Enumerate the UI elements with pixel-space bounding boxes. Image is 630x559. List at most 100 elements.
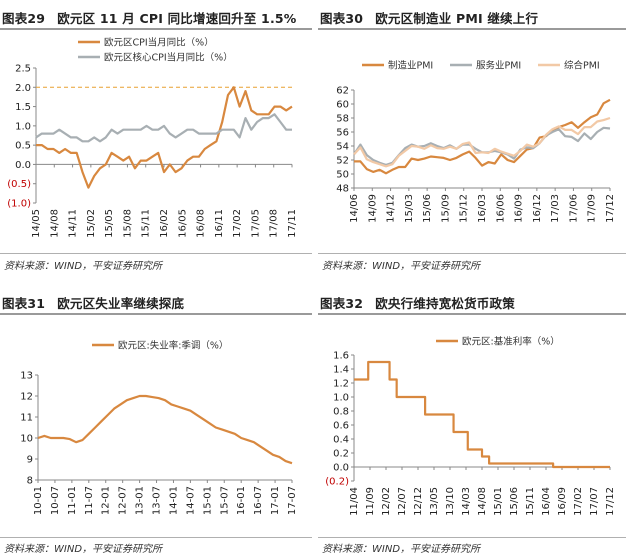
source-divider (0, 537, 312, 538)
x-tick-label: 14-01 (168, 486, 179, 515)
x-tick-label: 17/06 (568, 194, 579, 223)
x-tick-label: 14/06 (349, 194, 360, 223)
x-tick-label: 17/02 (232, 209, 243, 238)
x-tick-label: 11-07 (84, 486, 95, 515)
y-tick-label: 10 (20, 434, 33, 445)
panel-title: 图表29 欧元区 11 月 CPI 同比增速回升至 1.5% (2, 8, 297, 27)
x-tick-label: 15/08 (122, 209, 133, 238)
panel-title: 图表30 欧元区制造业 PMI 继续上行 (320, 8, 538, 27)
y-tick-label: 11 (20, 413, 33, 424)
x-tick-label: 13/10 (445, 487, 456, 516)
y-tick-label: 0.0 (333, 463, 349, 474)
x-tick-label: 17/09 (587, 194, 598, 223)
source-note: 资料来源：WIND，平安证券研究所 (322, 261, 481, 272)
x-tick-label: 17/11 (287, 209, 298, 238)
x-tick-label: 12/02 (381, 487, 392, 516)
y-tick-label: (0.5) (7, 179, 31, 190)
y-tick-label: 8 (27, 476, 33, 487)
x-tick-label: 17/02 (573, 487, 584, 516)
x-tick-label: 14/12 (386, 194, 397, 223)
chart-svg: 1.6 1.4 1.2 1.0 0.8 0.6 0.4 0.2 0.0 (0.2)11/04 11/… (325, 336, 616, 516)
source-note: 资料来源：WIND，平安证券研究所 (4, 261, 163, 272)
y-tick-label: 54 (336, 142, 349, 153)
x-tick-label: 13/05 (429, 487, 440, 516)
y-tick-label: 0.0 (15, 160, 31, 171)
x-tick-label: 15/06 (422, 194, 433, 223)
y-tick-label: 56 (336, 128, 349, 139)
y-tick-label: 1.0 (15, 121, 31, 132)
x-tick-label: 16/06 (495, 194, 506, 223)
title-divider (318, 28, 626, 30)
panel-number: 图表29 (2, 11, 46, 26)
y-tick-label: 62 (336, 86, 349, 97)
panel-title-text: 欧元区 11 月 CPI 同比增速回升至 1.5% (57, 11, 297, 26)
chart-panel-pmi: 图表30 欧元区制造业 PMI 继续上行 62 60 58 56 54 52 50 48 14/0… (318, 0, 630, 280)
x-tick-label: 15/11 (525, 487, 536, 516)
y-tick-label: 13 (20, 371, 33, 382)
panel-number: 图表32 (320, 296, 364, 311)
x-tick-label: 14/08 (477, 487, 488, 516)
title-divider (318, 313, 626, 315)
y-tick-label: 1.6 (333, 351, 349, 362)
legend-label: 欧元区:失业率:季调（%） (118, 340, 228, 352)
x-tick-label: 10-01 (33, 486, 44, 515)
title-divider (0, 313, 312, 315)
series-line-1 (353, 126, 611, 166)
x-tick-label: 15/12 (459, 194, 470, 223)
x-tick-label: 14/05 (31, 209, 42, 238)
x-tick-label: 15-01 (202, 486, 213, 515)
y-tick-label: 0.5 (15, 141, 31, 152)
panel-title: 图表31 欧元区失业率继续探底 (2, 293, 184, 312)
y-tick-label: 60 (336, 100, 349, 111)
x-tick-label: 14/08 (49, 209, 60, 238)
legend-label: 欧元区核心CPI当月同比（%） (104, 52, 233, 64)
y-tick-label: 0.4 (333, 435, 349, 446)
x-tick-label: 13-01 (135, 486, 146, 515)
x-tick-label: 16/02 (159, 209, 170, 238)
series-line-2 (353, 116, 611, 168)
x-tick-label: 15/06 (509, 487, 520, 516)
source-note: 资料来源：WIND，平安证券研究所 (4, 544, 163, 555)
series-line-0 (36, 86, 293, 189)
y-tick-label: 1.2 (333, 379, 349, 390)
x-tick-label: 16/03 (477, 194, 488, 223)
x-tick-label: 12/12 (413, 487, 424, 516)
x-tick-label: 16-07 (253, 486, 264, 515)
x-tick-label: 17/07 (589, 487, 600, 516)
x-tick-label: 12-07 (118, 486, 129, 515)
y-tick-label: 1.4 (333, 365, 349, 376)
y-tick-label: 0.8 (333, 407, 349, 418)
x-tick-label: 17/12 (605, 194, 616, 223)
y-tick-label: 9 (27, 455, 33, 466)
legend-label: 服务业PMI (476, 60, 521, 72)
x-tick-label: 14/09 (367, 194, 378, 223)
x-tick-label: 16/09 (514, 194, 525, 223)
series-line-1 (35, 113, 292, 143)
y-tick-label: 12 (20, 392, 33, 403)
x-tick-label: 16/09 (557, 487, 568, 516)
panel-number: 图表31 (2, 296, 46, 311)
y-tick-label: 50 (336, 170, 349, 181)
panel-number: 图表30 (320, 11, 364, 26)
panel-title-text: 欧元区失业率继续探底 (57, 296, 185, 311)
x-tick-label: 16-01 (236, 486, 247, 515)
x-tick-label: 17-07 (287, 486, 298, 515)
x-tick-label: 14/11 (68, 209, 79, 238)
source-divider (318, 253, 626, 254)
x-tick-label: 14/03 (461, 487, 472, 516)
x-tick-label: 15/11 (141, 209, 152, 238)
x-tick-label: 14-07 (185, 486, 196, 515)
y-tick-label: (1.0) (7, 199, 31, 210)
x-tick-label: 17-01 (270, 486, 281, 515)
x-tick-label: 15/01 (493, 487, 504, 516)
y-tick-label: 2.0 (15, 83, 31, 94)
x-tick-label: 17/05 (250, 209, 261, 238)
chart-panel-unemployment: 图表31 欧元区失业率继续探底 13 12 11 10 9 8 10-01 10-07 11-01… (0, 285, 315, 559)
x-tick-label: 15-07 (219, 486, 230, 515)
x-tick-label: 11-01 (67, 486, 78, 515)
x-tick-label: 16/12 (532, 194, 543, 223)
chart-panel-cpi: 图表29 欧元区 11 月 CPI 同比增速回升至 1.5% 2.5 2.0 1.5 1… (0, 0, 315, 280)
source-note: 资料来源：WIND，平安证券研究所 (322, 544, 481, 555)
legend-label: 欧元区:基准利率（%） (462, 336, 560, 348)
